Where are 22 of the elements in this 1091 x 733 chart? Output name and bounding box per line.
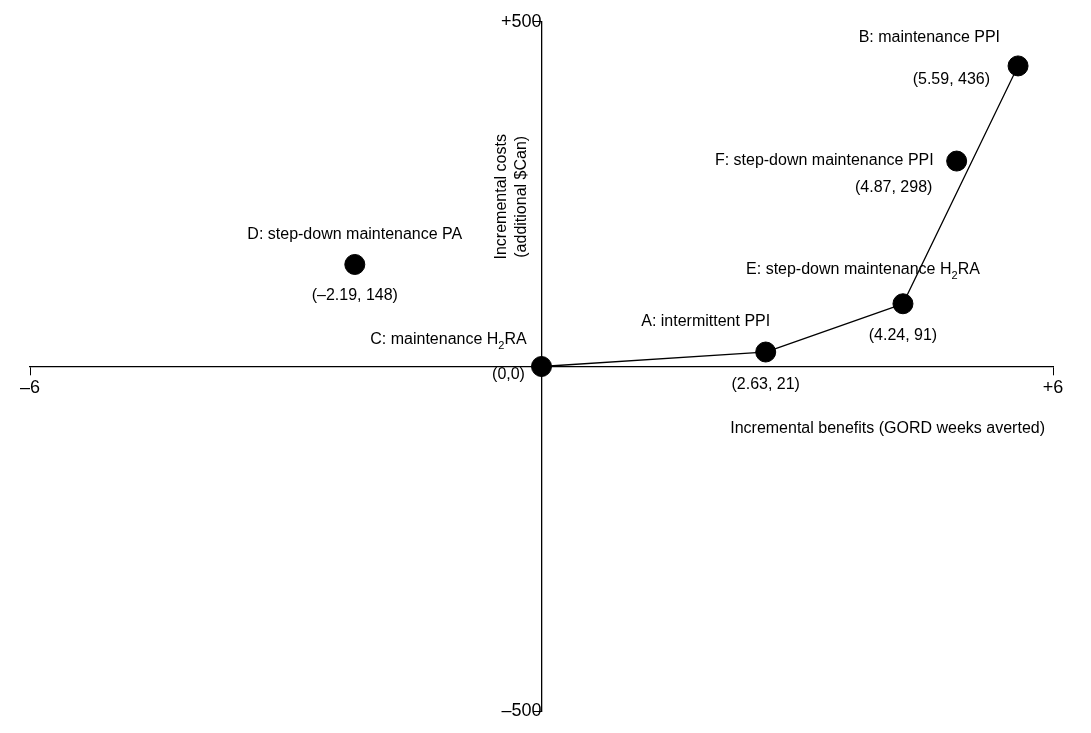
x-axis-title: Incremental benefits (GORD weeks averted) bbox=[730, 418, 1046, 436]
annotation: D: step-down maintenance PA bbox=[247, 224, 463, 242]
point bbox=[1007, 55, 1029, 77]
y-tick-label: –500 bbox=[501, 700, 542, 721]
data-label: (4.87, 298) bbox=[854, 178, 933, 196]
x-tick-label: –6 bbox=[19, 377, 41, 398]
annotation: B: maintenance PPI bbox=[858, 28, 1001, 46]
point bbox=[892, 293, 914, 315]
data-label: (5.59, 436) bbox=[912, 70, 991, 88]
annotation: A: intermittent PPI bbox=[641, 312, 771, 330]
annotation: F: step-down maintenance PPI bbox=[714, 151, 934, 169]
x-tick-label: +6 bbox=[1042, 377, 1064, 398]
data-label: (2.63, 21) bbox=[731, 375, 800, 393]
y-tick-label: +500 bbox=[500, 10, 542, 31]
data-label: (4.24, 91) bbox=[868, 326, 938, 344]
data-label: (–2.19, 148) bbox=[311, 285, 398, 303]
point bbox=[946, 150, 968, 172]
point bbox=[531, 356, 552, 377]
point bbox=[344, 253, 366, 275]
y-axis-title: Incremental costs (additional $Can) bbox=[491, 134, 529, 260]
point bbox=[755, 341, 777, 363]
data-label: (0,0) bbox=[492, 364, 525, 382]
